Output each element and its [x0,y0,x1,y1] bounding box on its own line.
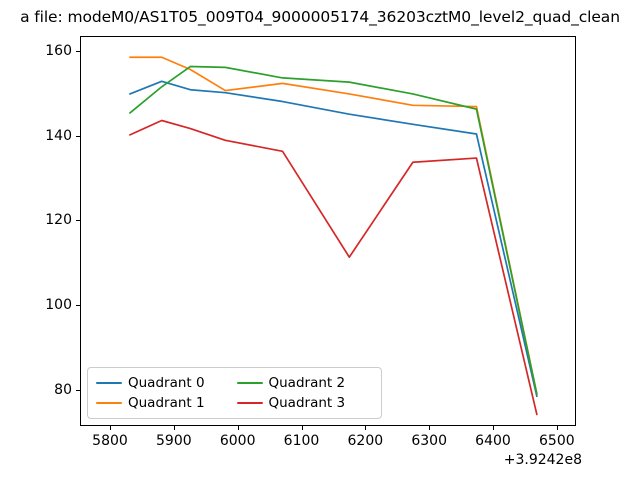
x-tick-label: 6300 [411,433,447,449]
legend-entry-quadrant-2[interactable]: Quadrant 2 [236,375,374,391]
chart-title: a file: modeM0/AS1T05_009T04_9000005174_… [20,8,620,26]
x-tick-mark [301,426,303,430]
x-tick-label: 6200 [347,433,384,449]
legend-entry-quadrant-3[interactable]: Quadrant 3 [236,395,374,411]
y-tick-label: 120 [45,212,72,229]
legend-label: Quadrant 2 [268,375,346,391]
x-tick-label: 6500 [539,433,575,449]
x-axis-offset-label: +3.9242e8 [503,452,582,468]
series-line-0 [130,81,537,396]
x-tick-mark [429,426,431,430]
legend-entry-quadrant-0[interactable]: Quadrant 0 [96,375,233,391]
y-tick-label: 100 [45,297,72,314]
plot-area [80,36,576,426]
x-tick-mark [237,426,239,430]
legend-line-swatch [236,401,263,405]
x-tick-label: 6400 [475,433,511,449]
x-tick-label: 6100 [283,433,320,449]
x-tick-mark [493,426,495,430]
y-tick-mark [76,135,80,137]
y-tick-mark [76,50,80,52]
y-tick-mark [76,305,80,307]
y-tick-mark [76,220,80,222]
legend-line-swatch [96,381,122,385]
chart-legend: Quadrant 0 Quadrant 2 Quadrant 1 Quadrant 3 [87,367,382,419]
legend-label: Quadrant 3 [268,395,346,411]
chart-lines [81,37,575,425]
legend-line-swatch [96,401,122,405]
legend-entry-quadrant-1[interactable]: Quadrant 1 [96,395,233,411]
x-tick-label: 5800 [92,433,128,449]
x-tick-mark [556,426,558,430]
series-line-3 [130,121,537,415]
x-tick-mark [173,426,175,430]
x-tick-label: 6000 [219,433,256,449]
series-line-2 [130,67,537,395]
y-tick-label: 140 [45,127,72,144]
legend-label: Quadrant 1 [128,395,205,411]
y-tick-label: 160 [45,42,72,59]
y-tick-label: 80 [54,381,72,398]
x-tick-mark [110,426,112,430]
x-tick-mark [365,426,367,430]
legend-line-swatch [236,381,263,385]
y-tick-mark [76,389,80,392]
legend-label: Quadrant 0 [128,375,205,391]
series-line-1 [130,57,537,394]
x-tick-label: 5900 [156,433,192,449]
